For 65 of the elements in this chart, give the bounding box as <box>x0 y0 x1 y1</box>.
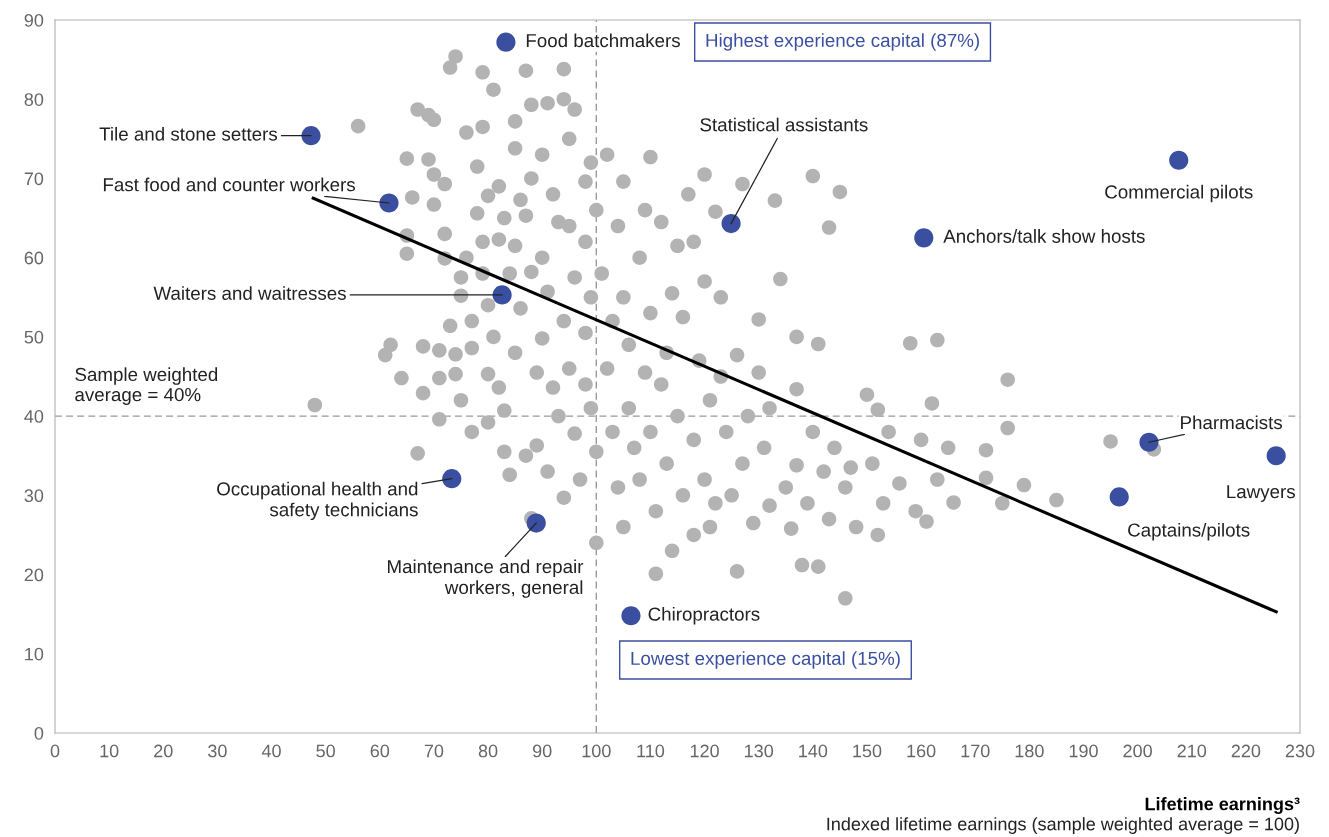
point <box>301 126 321 146</box>
x-tick-label: 70 <box>424 744 444 758</box>
x-tick-label: 230 <box>1285 744 1315 758</box>
x-tick-label: 30 <box>208 744 227 758</box>
annotation: Pharmacists <box>1181 415 1283 430</box>
y-tick-label: 80 <box>24 93 44 106</box>
y-tick-label: 10 <box>25 647 44 661</box>
point <box>1109 487 1129 507</box>
annotation: Captains/pilots <box>1128 522 1250 541</box>
point <box>442 469 462 489</box>
annotation: Chiropractors <box>648 607 760 625</box>
x-tick-label: 180 <box>1015 744 1044 758</box>
annotation: Statistical assistants <box>700 117 868 132</box>
annotation: Lawyers <box>1227 485 1295 502</box>
x-tick-label: 170 <box>961 744 990 758</box>
y-tick-label: 90 <box>24 13 44 27</box>
text: Indexed lifetime earnings (sample weighted average = 100) <box>827 817 1299 834</box>
x-tick-label: 200 <box>1123 744 1152 758</box>
x-tick-label: 210 <box>1177 744 1207 758</box>
x-tick-label: 150 <box>853 744 882 758</box>
annotation: Tile and stone setters <box>99 126 278 141</box>
x-tick-label: 80 <box>478 744 498 758</box>
x-tick-label: 20 <box>154 744 173 758</box>
point <box>526 513 546 533</box>
x-tick-label: 140 <box>799 744 828 758</box>
y-tick-label: 60 <box>24 251 44 265</box>
x-tick-label: 110 <box>637 744 665 758</box>
x-tick-label: 100 <box>582 744 611 758</box>
x-axis-title: Lifetime earnings³ <box>1145 797 1300 814</box>
x-tick-label: 50 <box>316 744 335 758</box>
point <box>379 193 399 213</box>
x-tick-label: 160 <box>907 744 936 758</box>
annotation: Occupational health and safety technicians <box>217 481 418 521</box>
x-tick-label: 220 <box>1231 744 1261 758</box>
annotation: Maintenance and repair workers, general <box>387 559 584 598</box>
point <box>1169 150 1189 170</box>
point <box>914 228 934 248</box>
x-tick-label: 60 <box>370 744 390 758</box>
y-tick-label: 50 <box>24 330 44 344</box>
x-tick-label: 120 <box>690 744 719 758</box>
annotation: Commercial pilots <box>1105 184 1253 203</box>
x-tick-label: 190 <box>1069 744 1098 758</box>
x-tick-label: 40 <box>261 744 281 758</box>
annotation: Fast food and counter workers <box>103 177 355 192</box>
point <box>492 285 512 305</box>
annotation: Highest experience capital (87%) <box>706 33 979 51</box>
point <box>1139 432 1159 452</box>
y-tick-label: 30 <box>24 489 44 503</box>
x-tick-label: 0 <box>50 744 60 758</box>
point <box>1266 446 1286 466</box>
x-tick-label: 90 <box>532 744 552 758</box>
ref-line-label: Sample weighted average = 40% <box>75 367 218 405</box>
x-tick-label: 10 <box>100 744 119 758</box>
point <box>721 214 741 234</box>
y-tick-label: 20 <box>24 568 44 582</box>
y-tick-label: 70 <box>24 172 44 186</box>
x-tick-label: 130 <box>745 744 774 758</box>
annotation: Waiters and waitresses <box>153 286 346 300</box>
annotation: Anchors/talk show hosts <box>943 229 1145 243</box>
annotation: Lowest experience capital (15%) <box>631 651 900 669</box>
point <box>621 606 641 626</box>
point <box>496 32 516 52</box>
y-tick-label: 0 <box>34 726 44 740</box>
y-tick-label: 40 <box>24 410 44 423</box>
annotation: Food batchmakers <box>526 33 680 48</box>
